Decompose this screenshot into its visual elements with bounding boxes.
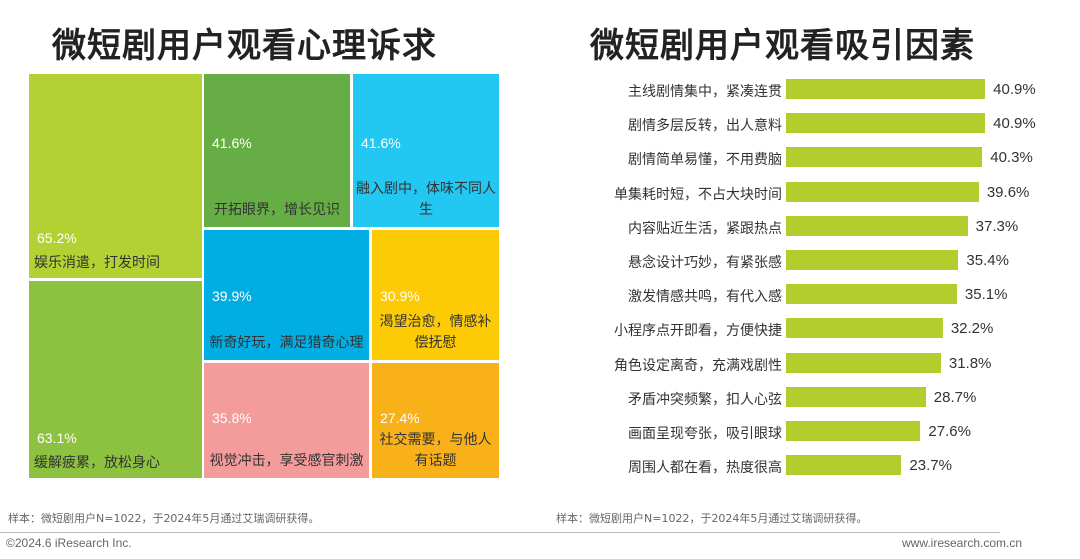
category-label: 角色设定离奇，充满戏剧性: [614, 357, 782, 374]
treemap-value: 27.4%: [380, 410, 420, 426]
bar: [786, 421, 921, 441]
treemap-cell: 35.8% 视觉冲击，享受感官刺激: [204, 363, 369, 478]
bar: [786, 181, 979, 202]
category-label: 悬念设计巧妙，有紧张感: [628, 255, 782, 271]
sample-note-left: 样本：微短剧用户N=1022，于2024年5月通过艾瑞调研获得。: [8, 512, 320, 525]
treemap-label: 新奇好玩，满足猎奇心理: [209, 335, 364, 351]
bar-chart-title: 微短剧用户观看吸引因素: [590, 26, 975, 66]
value-label: 35.4%: [966, 252, 1009, 269]
bar: [786, 352, 941, 373]
bar: [786, 215, 968, 236]
bar: [786, 318, 943, 339]
bar-row: 矛盾冲突频繁，扣人心弦 28.7%: [540, 386, 1080, 409]
treemap-cell: 30.9% 渴望治愈，情感补偿抚慰: [372, 230, 499, 360]
sample-note-right: 样本：微短剧用户N=1022，于2024年5月通过艾瑞调研获得。: [556, 512, 868, 525]
bar-row: 角色设定离奇，充满戏剧性 31.8%: [540, 352, 1080, 375]
bar: [786, 250, 959, 270]
category-label: 单集耗时短，不占大块时间: [614, 186, 782, 203]
treemap-cell: 27.4% 社交需要，与他人有话题: [372, 363, 499, 478]
treemap-label: 视觉冲击，享受感官刺激: [209, 453, 364, 469]
value-label: 28.7%: [933, 388, 977, 406]
bar-row: 画面呈现夸张，吸引眼球 27.6%: [540, 421, 1080, 443]
treemap-value: 35.8%: [212, 410, 252, 426]
category-label: 内容贴近生活，紧跟热点: [628, 220, 782, 237]
category-label: 剧情简单易懂，不用费脑: [628, 152, 782, 169]
value-label: 40.3%: [990, 149, 1033, 167]
treemap-value: 39.9%: [212, 288, 252, 304]
bar-row: 周围人都在看，热度很高 23.7%: [540, 455, 1080, 477]
bar-row: 剧情多层反转，出人意料 40.9%: [540, 113, 1080, 135]
category-label: 画面呈现夸张，吸引眼球: [628, 426, 782, 442]
value-label: 35.1%: [964, 286, 1008, 304]
value-label: 39.6%: [986, 183, 1030, 201]
treemap-cell: 41.6% 融入剧中，体味不同人生: [353, 74, 499, 227]
category-label: 矛盾冲突频繁，扣人心弦: [628, 391, 782, 408]
treemap-cell: 63.1% 缓解疲累，放松身心: [29, 281, 202, 478]
footer-divider: [0, 532, 1000, 533]
bar: [786, 284, 957, 305]
treemap-title: 微短剧用户观看心理诉求: [52, 26, 437, 66]
treemap-label: 融入剧中，体味不同人生: [356, 181, 496, 218]
bar-row: 悬念设计巧妙，有紧张感 35.4%: [540, 250, 1080, 272]
bar-row: 内容贴近生活，紧跟热点 37.3%: [540, 215, 1080, 238]
treemap-label: 娱乐消遣，打发时间: [34, 255, 160, 271]
category-label: 激发情感共鸣，有代入感: [628, 289, 782, 306]
treemap-label: 开拓眼界，增长见识: [214, 202, 340, 218]
category-label: 小程序点开即看，方便快捷: [614, 323, 782, 340]
treemap-value: 63.1%: [37, 430, 77, 446]
category-label: 剧情多层反转，出人意料: [628, 118, 782, 135]
website: www.iresearch.com.cn: [902, 536, 1023, 550]
treemap-cell: 65.2% 娱乐消遣，打发时间: [29, 74, 202, 278]
bar: [786, 79, 986, 99]
bar-row: 剧情简单易懂，不用费脑 40.3%: [540, 147, 1080, 169]
value-label: 37.3%: [975, 217, 1019, 235]
value-label: 27.6%: [928, 423, 971, 440]
bar-row: 激发情感共鸣，有代入感 35.1%: [540, 284, 1080, 306]
value-label: 31.8%: [948, 354, 992, 372]
treemap-value: 30.9%: [380, 288, 420, 304]
bar: [786, 455, 902, 476]
bar-row: 主线剧情集中，紧凑连贯 40.9%: [540, 79, 1080, 101]
copyright: ©2024.6 iResearch Inc.: [6, 536, 132, 550]
value-label: 32.2%: [950, 320, 994, 338]
value-label: 40.9%: [993, 81, 1036, 98]
treemap-label: 缓解疲累，放松身心: [34, 455, 160, 471]
treemap-value: 41.6%: [212, 135, 252, 151]
bar-row: 单集耗时短，不占大块时间 39.6%: [540, 181, 1080, 204]
value-label: 23.7%: [909, 457, 952, 475]
treemap-cell: 41.6% 开拓眼界，增长见识: [204, 74, 350, 227]
category-label: 主线剧情集中，紧凑连贯: [628, 84, 782, 100]
value-label: 40.9%: [993, 115, 1036, 133]
treemap-value: 65.2%: [37, 230, 77, 246]
category-label: 周围人都在看，热度很高: [628, 460, 782, 477]
bar: [786, 386, 926, 407]
bar: [786, 113, 986, 134]
treemap-label: 渴望治愈，情感补偿抚慰: [379, 314, 492, 351]
treemap-label: 社交需要，与他人有话题: [379, 432, 492, 469]
bar: [786, 147, 983, 168]
bar-row: 小程序点开即看，方便快捷 32.2%: [540, 318, 1080, 340]
treemap-cell: 39.9% 新奇好玩，满足猎奇心理: [204, 230, 369, 360]
treemap-value: 41.6%: [361, 135, 401, 151]
